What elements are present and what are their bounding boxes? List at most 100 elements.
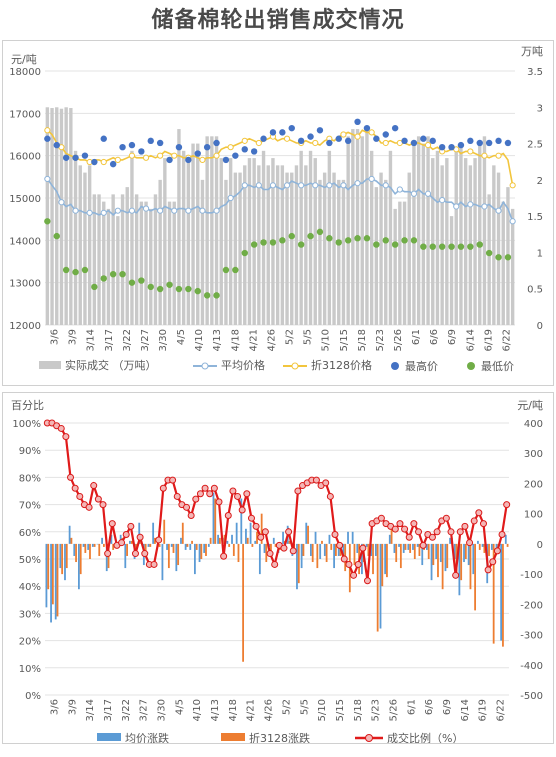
y-left-tick-label: 14000 <box>9 236 41 247</box>
volume-bar <box>163 158 167 325</box>
volume-bar <box>257 165 261 325</box>
max-price-point <box>288 124 295 132</box>
ratio-marker <box>447 528 455 536</box>
min-price-point <box>260 239 267 246</box>
volume-bar <box>106 208 111 325</box>
min-price-point <box>100 275 107 282</box>
ratio-marker <box>285 528 293 536</box>
change-3128-bar <box>172 543 175 553</box>
x-tick-label: 5/26 <box>389 699 400 721</box>
avg-price-marker <box>157 207 164 214</box>
x-tick-label: 6/9 <box>447 329 458 345</box>
x-tick-label: 4/5 <box>176 329 187 345</box>
min-price-point <box>467 243 474 250</box>
volume-bar <box>64 107 68 326</box>
change-3128-bar <box>502 543 504 647</box>
min-price-point <box>175 285 183 293</box>
price-3128-marker <box>382 139 389 147</box>
avg-change-bar <box>249 522 252 544</box>
min-price-point <box>185 285 192 293</box>
volume-bar <box>407 172 411 325</box>
avg-change-bar <box>305 522 308 544</box>
ratio-marker <box>503 501 511 509</box>
volume-bar <box>482 136 487 325</box>
change-3128-bar <box>474 543 476 611</box>
ratio-marker <box>271 560 279 568</box>
x-tick-label: 3/6 <box>49 699 60 715</box>
min-price-point <box>279 237 286 244</box>
volume-bar <box>210 136 214 325</box>
volume-bar <box>191 143 195 325</box>
x-tick-label: 6/9 <box>442 699 453 715</box>
change-3128-bar <box>460 543 463 581</box>
y-left-tick-label: 30% <box>19 609 41 620</box>
change-3128-bar <box>325 543 328 563</box>
min-price-point <box>307 232 314 240</box>
legend-marker-min <box>467 362 475 370</box>
ratio-marker <box>261 528 269 536</box>
min-price-point <box>420 243 427 250</box>
avg-change-bar <box>393 543 396 553</box>
avg-change-bar <box>449 537 451 544</box>
ratio-marker <box>215 498 223 506</box>
change-3128-bar <box>395 543 398 563</box>
max-price-point <box>344 137 352 145</box>
ratio-marker <box>159 484 167 492</box>
avg-price-marker <box>72 207 79 214</box>
avg-change-bar <box>300 543 303 569</box>
avg-price-marker <box>326 182 333 189</box>
x-tick-label: 3/27 <box>139 699 150 721</box>
y-right-tick-label: 200 <box>524 479 543 490</box>
avg-change-bar <box>430 543 433 581</box>
ratio-marker <box>90 482 98 490</box>
volume-bar <box>167 201 172 325</box>
max-price-point <box>354 118 361 126</box>
avg-change-bar <box>416 543 419 547</box>
volume-bar <box>332 172 336 325</box>
volume-bar <box>492 165 496 325</box>
legend-swatch-volume <box>39 361 61 369</box>
change-3128-bar <box>75 543 77 563</box>
max-price-point <box>326 139 333 147</box>
x-tick-label: 5/5 <box>299 699 310 715</box>
avg-price-marker <box>171 207 178 214</box>
change-3128-bar <box>228 543 231 547</box>
legend-marker-avg <box>201 362 209 370</box>
volume-bar <box>69 108 73 325</box>
avg-change-bar <box>412 543 414 550</box>
y-left-tick-label: 40% <box>19 582 41 593</box>
y-right-unit: 元/吨 <box>517 399 543 412</box>
y-right-tick-label: 2.5 <box>527 140 543 151</box>
avg-price-marker <box>298 182 305 189</box>
y-right-tick-label: 0.5 <box>527 285 543 296</box>
min-price-point <box>326 235 333 242</box>
x-tick-label: 3/17 <box>103 699 114 721</box>
change-3128-bar <box>437 543 439 578</box>
y-left-unit: 元/吨 <box>11 53 37 66</box>
volume-bar <box>50 108 54 325</box>
ratio-marker <box>312 476 320 484</box>
avg-change-bar <box>421 543 424 566</box>
change-3128-bar <box>242 543 244 662</box>
change-3128-bar <box>367 543 370 556</box>
avg-price-marker <box>481 203 488 210</box>
avg-change-bar <box>45 543 48 608</box>
volume-bar <box>275 165 280 325</box>
x-tick-label: 3/30 <box>157 699 168 721</box>
max-price-point <box>391 124 399 132</box>
change-3128-bar <box>506 543 509 547</box>
x-tick-label: 6/22 <box>501 329 512 351</box>
y-left-tick-label: 10% <box>19 664 41 675</box>
min-price-point <box>476 241 483 248</box>
ratio-marker <box>322 479 330 487</box>
max-price-point <box>203 144 211 151</box>
y-right-unit: 万吨 <box>521 45 543 58</box>
y-right-tick-label: 1.5 <box>527 212 543 223</box>
volume-bar <box>205 136 209 325</box>
avg-price-marker <box>128 207 136 214</box>
max-price-point <box>297 137 305 145</box>
avg-change-bar <box>152 522 155 544</box>
avg-change-bar <box>212 492 215 544</box>
avg-price-marker <box>340 182 347 189</box>
ratio-marker <box>354 560 362 568</box>
